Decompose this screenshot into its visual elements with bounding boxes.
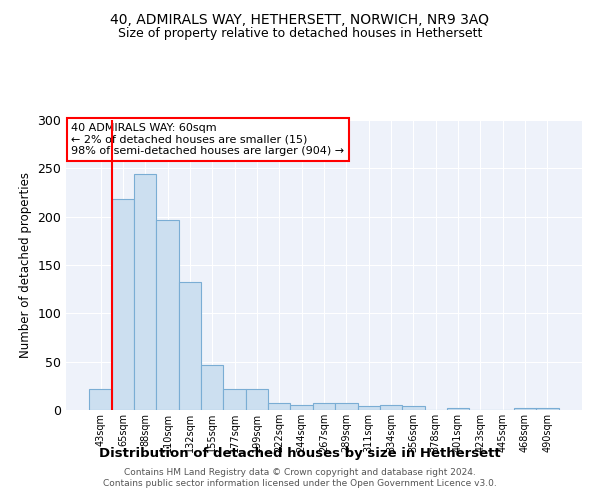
Bar — [89, 388, 112, 410]
Y-axis label: Number of detached properties: Number of detached properties — [19, 172, 32, 358]
Bar — [134, 174, 157, 410]
Bar — [402, 406, 425, 410]
Text: Distribution of detached houses by size in Hethersett: Distribution of detached houses by size … — [99, 448, 501, 460]
Bar — [380, 405, 402, 410]
Bar — [246, 388, 268, 410]
Bar — [157, 220, 179, 410]
Bar — [290, 405, 313, 410]
Bar — [335, 403, 358, 410]
Bar — [201, 364, 223, 410]
Bar — [268, 403, 290, 410]
Text: 40, ADMIRALS WAY, HETHERSETT, NORWICH, NR9 3AQ: 40, ADMIRALS WAY, HETHERSETT, NORWICH, N… — [110, 12, 490, 26]
Bar — [313, 403, 335, 410]
Text: Contains HM Land Registry data © Crown copyright and database right 2024.
Contai: Contains HM Land Registry data © Crown c… — [103, 468, 497, 487]
Bar — [514, 408, 536, 410]
Bar — [223, 388, 246, 410]
Bar — [536, 408, 559, 410]
Bar — [179, 282, 201, 410]
Bar — [447, 408, 469, 410]
Text: Size of property relative to detached houses in Hethersett: Size of property relative to detached ho… — [118, 28, 482, 40]
Bar — [358, 406, 380, 410]
Bar — [112, 200, 134, 410]
Text: 40 ADMIRALS WAY: 60sqm
← 2% of detached houses are smaller (15)
98% of semi-deta: 40 ADMIRALS WAY: 60sqm ← 2% of detached … — [71, 123, 344, 156]
